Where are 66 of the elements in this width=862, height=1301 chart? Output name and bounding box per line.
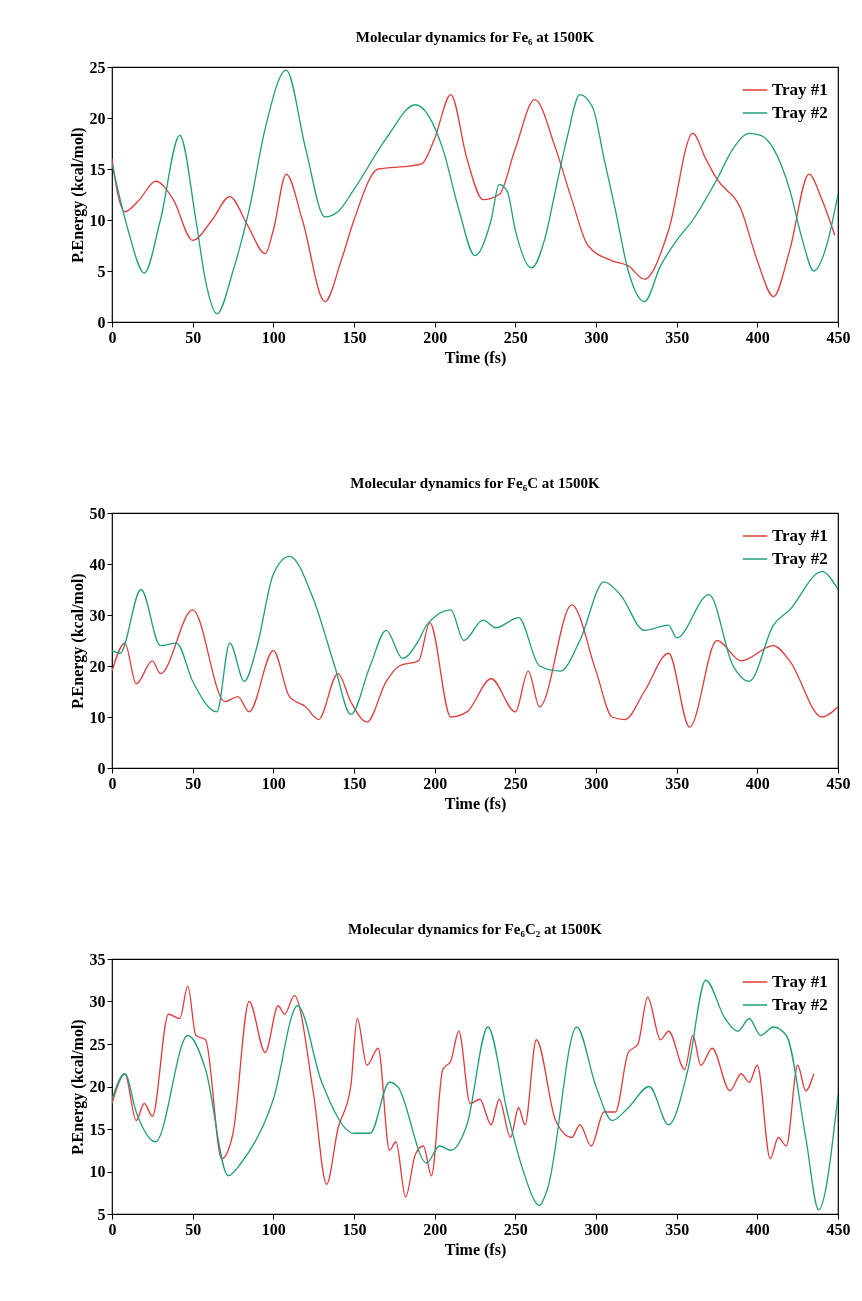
y-tick-label: 0 xyxy=(97,313,106,331)
y-tick-label: 35 xyxy=(89,950,106,968)
y-tick-label: 10 xyxy=(89,1163,106,1180)
x-tick-label: 50 xyxy=(185,774,202,792)
y-tick-label: 25 xyxy=(89,58,106,76)
x-tick-label: 150 xyxy=(342,774,367,792)
legend-label: Tray #1 xyxy=(772,80,828,99)
x-tick-label: 350 xyxy=(665,328,690,346)
x-tick-label: 350 xyxy=(665,774,690,792)
chart-title: Molecular dynamics for Fe₆C at 1500K xyxy=(350,475,600,491)
y-axis-title: P.Energy (kcal/mol) xyxy=(68,127,87,263)
x-tick-label: 50 xyxy=(185,328,202,346)
x-tick-label: 200 xyxy=(423,328,448,346)
x-tick-label: 0 xyxy=(108,774,117,792)
x-tick-label: 250 xyxy=(503,774,528,792)
x-axis-title: Time (fs) xyxy=(444,1240,507,1259)
x-tick-label: 400 xyxy=(745,1220,770,1238)
x-tick-label: 200 xyxy=(423,774,448,792)
legend-label: Tray #1 xyxy=(772,526,828,545)
y-tick-label: 25 xyxy=(89,1035,106,1053)
y-tick-label: 0 xyxy=(97,759,106,777)
y-tick-label: 15 xyxy=(89,1120,106,1138)
legend-label: Tray #1 xyxy=(772,972,828,991)
x-tick-label: 450 xyxy=(826,774,851,792)
x-tick-label: 400 xyxy=(745,774,770,792)
x-tick-label: 300 xyxy=(584,1220,609,1238)
chart-title: Molecular dynamics for Fe₆ at 1500K xyxy=(355,29,595,45)
y-tick-label: 10 xyxy=(89,211,106,229)
y-tick-label: 5 xyxy=(97,262,106,280)
x-tick-label: 300 xyxy=(584,328,609,346)
y-tick-label: 20 xyxy=(89,109,106,127)
x-tick-label: 350 xyxy=(665,1220,690,1238)
y-tick-label: 40 xyxy=(89,555,106,573)
x-tick-label: 250 xyxy=(503,1220,528,1238)
x-tick-label: 450 xyxy=(826,1220,851,1238)
line-series xyxy=(112,604,838,728)
y-axis-title: P.Energy (kcal/mol) xyxy=(68,1019,87,1155)
y-tick-label: 30 xyxy=(89,993,106,1010)
y-tick-label: 15 xyxy=(89,160,106,178)
y-tick-label: 50 xyxy=(89,504,106,522)
x-tick-label: 450 xyxy=(826,328,851,346)
chart-title: Molecular dynamics for Fe₆C₂ at 1500K xyxy=(348,921,603,937)
y-tick-label: 10 xyxy=(89,708,106,726)
x-tick-label: 0 xyxy=(108,328,117,346)
legend-label: Tray #2 xyxy=(772,995,828,1014)
x-tick-label: 50 xyxy=(185,1220,202,1238)
x-tick-label: 300 xyxy=(584,774,609,792)
y-tick-label: 20 xyxy=(89,657,106,675)
y-tick-label: 20 xyxy=(89,1078,106,1095)
x-tick-label: 150 xyxy=(342,1220,367,1238)
x-axis-title: Time (fs) xyxy=(444,348,507,367)
y-tick-label: 30 xyxy=(89,606,106,624)
x-tick-label: 150 xyxy=(342,328,367,346)
x-tick-label: 250 xyxy=(503,328,528,346)
line-series xyxy=(112,555,838,716)
x-tick-label: 100 xyxy=(261,1220,286,1238)
x-tick-label: 100 xyxy=(261,328,286,346)
x-tick-label: 200 xyxy=(423,1220,448,1238)
x-axis-title: Time (fs) xyxy=(444,794,507,813)
x-tick-label: 0 xyxy=(108,1220,117,1238)
x-tick-label: 400 xyxy=(745,328,770,346)
legend-label: Tray #2 xyxy=(772,103,828,122)
y-tick-label: 5 xyxy=(97,1205,106,1223)
x-tick-label: 100 xyxy=(261,774,286,792)
legend-label: Tray #2 xyxy=(772,549,828,568)
y-axis-title: P.Energy (kcal/mol) xyxy=(68,573,87,709)
